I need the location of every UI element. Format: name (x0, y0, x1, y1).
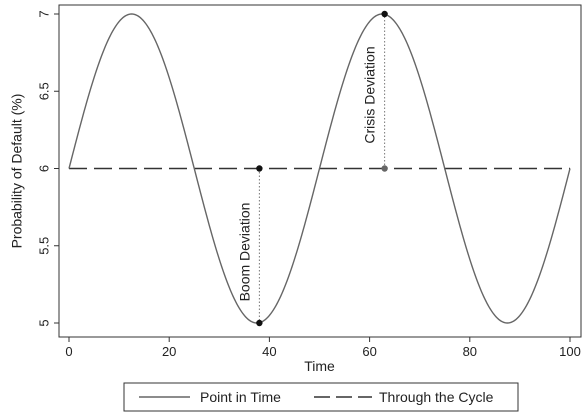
legend-label-point-in-time: Point in Time (200, 389, 281, 405)
y-tick-label: 6 (36, 165, 51, 172)
x-tick-label: 20 (162, 344, 176, 359)
y-tick-label: 7 (36, 10, 51, 17)
y-tick-label: 5 (36, 319, 51, 326)
annotation-point-end (256, 319, 263, 327)
series-point-in-time (68, 13, 571, 324)
annotation-point-start (256, 165, 263, 172)
boom-deviation-label: Boom Deviation (236, 203, 252, 302)
y-tick-label: 5.5 (36, 237, 51, 255)
annotation-point-start (381, 165, 388, 172)
x-tick-label: 100 (559, 344, 581, 359)
y-axis-label: Probability of Default (%) (9, 94, 25, 249)
x-tick-label: 0 (65, 344, 72, 359)
annotation-point-end (381, 10, 388, 18)
crisis-deviation-label: Crisis Deviation (362, 46, 378, 143)
plot-area (58, 4, 582, 338)
plot-frame (58, 4, 582, 338)
x-axis-label: Time (304, 358, 335, 374)
x-tick-label: 40 (262, 344, 276, 359)
axes: 0 20 40 60 80 100 5 5.5 6 6.5 7 (36, 10, 580, 359)
x-tick-label: 60 (362, 344, 376, 359)
legend: Point in Time Through the Cycle (123, 382, 519, 412)
legend-label-through-the-cycle: Through the Cycle (379, 389, 494, 405)
x-tick-label: 80 (463, 344, 477, 359)
y-tick-label: 6.5 (36, 82, 51, 100)
annotation-layer: Boom Deviation Crisis Deviation (236, 10, 388, 327)
series-layer (68, 13, 571, 324)
